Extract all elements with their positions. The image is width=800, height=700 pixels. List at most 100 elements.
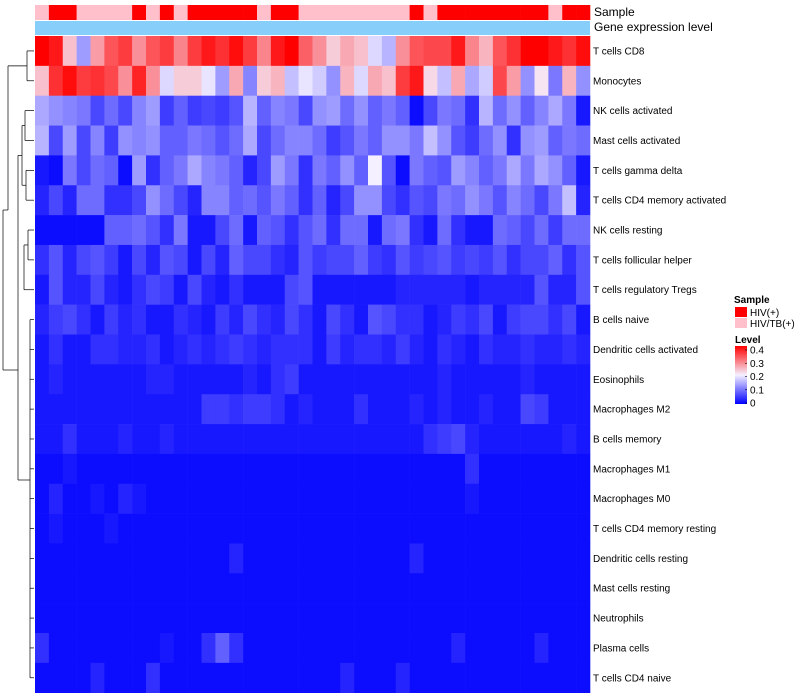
heatmap-cell [284, 633, 299, 664]
heatmap-cell [368, 513, 383, 544]
heatmap-cell [215, 125, 230, 156]
heatmap-cell [132, 483, 147, 514]
heatmap-cell [576, 483, 591, 514]
heatmap-cell [118, 453, 133, 485]
heatmap-cell [451, 95, 466, 126]
heatmap-cell [257, 65, 272, 96]
row-label: Neutrophils [593, 614, 644, 625]
heatmap-cell [465, 573, 480, 604]
heatmap-cell [340, 662, 355, 693]
heatmap-cell [520, 125, 535, 156]
heatmap-cell [76, 125, 91, 156]
heatmap-cell [146, 483, 161, 514]
heatmap-cell [284, 274, 299, 305]
heatmap-cell [76, 453, 91, 485]
heatmap-cell [368, 424, 383, 455]
heatmap-cell [146, 215, 161, 246]
heatmap-cell [437, 424, 452, 455]
heatmap-cell [270, 573, 286, 604]
heatmap-cell [173, 125, 188, 156]
heatmap-cell [312, 36, 327, 67]
heatmap-cell [48, 155, 64, 186]
heatmap-cell [354, 633, 369, 664]
heatmap-cell [284, 662, 299, 693]
heatmap-cell [146, 662, 161, 693]
heatmap-cell [326, 543, 341, 574]
heatmap-cell [492, 215, 508, 246]
heatmap-cell [520, 633, 535, 664]
heatmap-cell [534, 483, 549, 514]
heatmap-cell [146, 65, 161, 96]
heatmap-cell [229, 304, 244, 335]
heatmap-cell [284, 603, 299, 634]
heatmap-cell [118, 185, 133, 216]
legend-label-hiv-tb: HIV/TB(+) [750, 319, 795, 330]
heatmap-cell [340, 36, 355, 67]
heatmap-cell [479, 603, 494, 634]
heatmap-cell [146, 95, 161, 126]
heatmap-cell [423, 513, 438, 544]
heatmap-cell [62, 364, 77, 395]
heatmap-cell [215, 424, 230, 455]
heatmap-cell [562, 185, 577, 216]
heatmap-cell [215, 334, 230, 365]
heatmap-cell [576, 334, 591, 365]
heatmap-cell [548, 215, 563, 246]
legend-tick-label: 0.2 [750, 372, 764, 383]
heatmap-cell [395, 215, 410, 246]
heatmap-cell [48, 125, 64, 156]
sample-annotation-cell [118, 5, 133, 20]
heatmap-cell [381, 36, 397, 67]
heatmap-cell [423, 125, 438, 156]
heatmap-cell [465, 483, 480, 514]
row-label: T cells CD4 naive [593, 673, 672, 684]
heatmap-cell [201, 394, 216, 425]
heatmap-cell [465, 543, 480, 574]
heatmap-cell [520, 215, 535, 246]
heatmap-cell [146, 274, 161, 305]
heatmap-cell [423, 274, 438, 305]
heatmap-cell [104, 453, 119, 485]
heatmap-cell [118, 513, 133, 544]
gene-expression-track [35, 21, 590, 35]
heatmap-cell [76, 633, 91, 664]
heatmap-cell [409, 125, 424, 156]
heatmap-cell [354, 155, 369, 186]
heatmap-cell [284, 65, 299, 96]
heatmap-cell [492, 513, 508, 544]
heatmap-cell [229, 364, 244, 395]
heatmap-cell [381, 573, 397, 604]
heatmap-cell [451, 304, 466, 335]
heatmap-cell [132, 662, 147, 693]
heatmap-cell [506, 155, 521, 186]
heatmap-cell [146, 244, 161, 276]
heatmap-cell [479, 364, 494, 395]
heatmap-cell [562, 364, 577, 395]
heatmap-cell [479, 394, 494, 425]
heatmap-cell [465, 36, 480, 67]
heatmap-cell [368, 95, 383, 126]
heatmap-cell [354, 513, 369, 544]
heatmap-cell [506, 185, 521, 216]
sample-annotation-cell [132, 5, 147, 20]
heatmap-cell [159, 483, 175, 514]
heatmap-cell [90, 155, 105, 186]
heatmap-cell [215, 274, 230, 305]
heatmap-cell [90, 125, 105, 156]
heatmap-cell [437, 244, 452, 276]
heatmap-cell [187, 364, 202, 395]
heatmap-cell [451, 424, 466, 455]
heatmap-cell [354, 573, 369, 604]
sample-annotation-cell [409, 5, 424, 20]
heatmap-cell [423, 215, 438, 246]
heatmap-cell [76, 483, 91, 514]
heatmap-cell [506, 424, 521, 455]
heatmap-cell [132, 543, 147, 574]
heatmap-cell [465, 274, 480, 305]
heatmap-cell [62, 274, 77, 305]
heatmap-cell [90, 394, 105, 425]
heatmap-cell [465, 155, 480, 186]
heatmap-cell [492, 573, 508, 604]
heatmap-cell [76, 304, 91, 335]
heatmap-cell [534, 364, 549, 395]
